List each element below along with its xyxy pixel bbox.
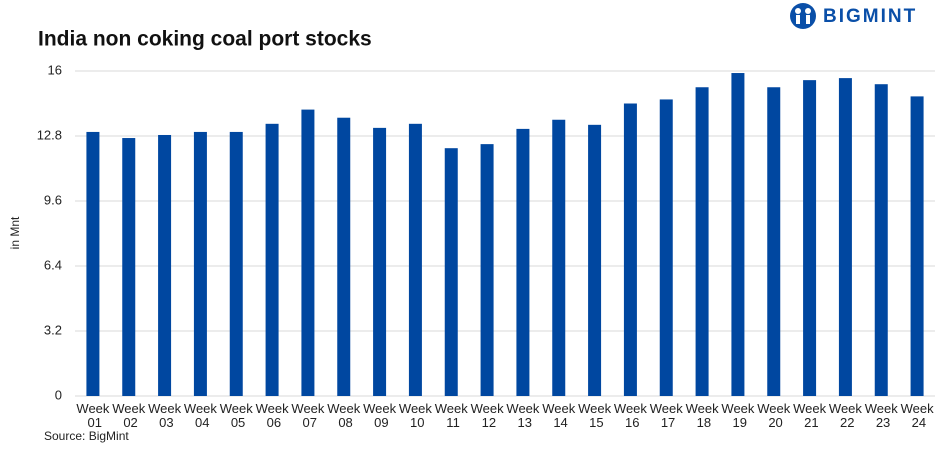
bar (731, 73, 745, 396)
x-tick-label: Week 14 (542, 401, 575, 430)
y-tick-label: 9.6 (44, 192, 62, 207)
bar (552, 119, 566, 396)
bar (444, 148, 458, 396)
bar (659, 99, 673, 396)
x-tick-label: Week 18 (686, 401, 719, 430)
x-tick-label: Week 24 (901, 401, 934, 430)
bar (588, 124, 602, 396)
bar (408, 123, 422, 396)
bar (910, 96, 924, 396)
brand: BIGMINT (823, 6, 917, 27)
logo-icon (790, 3, 816, 29)
x-tick-label: Week 11 (435, 401, 468, 430)
bar (480, 144, 494, 396)
bar (803, 80, 817, 396)
bar (86, 131, 100, 396)
x-tick-label: Week 23 (865, 401, 898, 430)
logo: BIGMINT (790, 3, 917, 29)
x-tick-label: Week 16 (614, 401, 647, 430)
bar (301, 109, 315, 396)
bar (516, 128, 530, 396)
x-tick-label: Week 17 (650, 401, 683, 430)
y-axis-label: in Mnt (8, 216, 22, 249)
x-tick-label: Week 02 (112, 401, 145, 430)
y-tick-label: 3.2 (44, 322, 62, 337)
x-tick-label: Week 21 (793, 401, 826, 430)
bar (122, 138, 136, 396)
x-tick-label: Week 19 (721, 401, 754, 430)
bar (229, 131, 243, 396)
bar (265, 123, 279, 396)
bar (874, 84, 888, 396)
x-tick-label: Week 01 (76, 401, 109, 430)
y-tick-label: 6.4 (44, 257, 62, 272)
y-tick-label: 12.8 (37, 127, 62, 142)
x-tick-label: Week 20 (757, 401, 790, 430)
x-tick-label: Week 04 (184, 401, 217, 430)
bar (767, 87, 781, 396)
y-tick-label: 16 (48, 62, 62, 77)
bar (193, 131, 207, 396)
bar (373, 127, 387, 396)
x-tick-label: Week 15 (578, 401, 611, 430)
x-tick-label: Week 03 (148, 401, 181, 430)
bar (158, 134, 172, 396)
x-tick-label: Week 05 (220, 401, 253, 430)
y-tick-label: 0 (55, 387, 62, 402)
x-tick-label: Week 13 (506, 401, 539, 430)
x-tick-label: Week 10 (399, 401, 432, 430)
x-tick-label: Week 22 (829, 401, 862, 430)
x-tick-label: Week 12 (471, 401, 504, 430)
x-tick-label: Week 07 (291, 401, 324, 430)
chart-title: India non coking coal port stocks (38, 28, 372, 51)
x-tick-label: Week 08 (327, 401, 360, 430)
x-tick-label: Week 06 (256, 401, 289, 430)
x-tick-label: Week 09 (363, 401, 396, 430)
source: Source: BigMint (44, 429, 129, 443)
bar (838, 78, 852, 396)
bar (695, 87, 709, 396)
bar (623, 103, 637, 396)
bar (337, 117, 351, 396)
